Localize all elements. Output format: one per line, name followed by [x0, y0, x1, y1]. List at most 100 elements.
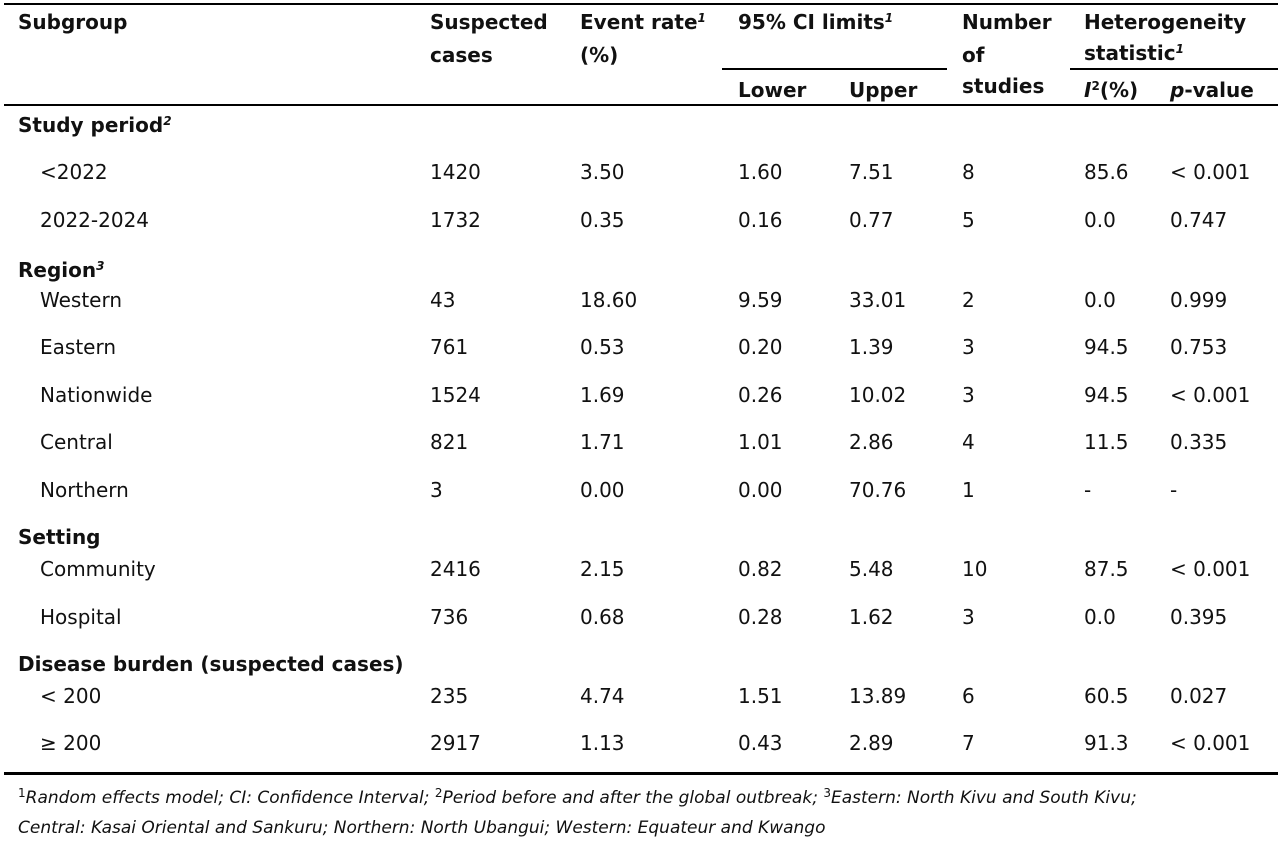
header-number-line3: studies [962, 74, 1045, 98]
studies-count-cell: 4 [962, 430, 975, 454]
suspected-cases-cell: 821 [430, 430, 469, 454]
event-rate-cell: 1.71 [580, 430, 625, 454]
event-rate-cell: 1.13 [580, 731, 625, 755]
row-label: Western [40, 288, 123, 312]
p-value-cell: 0.999 [1170, 288, 1228, 312]
p-value-cell: < 0.001 [1170, 557, 1251, 581]
group-heading: Region3 [18, 258, 105, 282]
het-group-rule [1070, 68, 1278, 70]
event-rate-cell: 3.50 [580, 160, 625, 184]
ci-lower-cell: 0.82 [738, 557, 783, 581]
p-value-cell: < 0.001 [1170, 383, 1251, 407]
table-bottom-rule [4, 772, 1278, 775]
top-rule [4, 3, 1278, 5]
ci-lower-cell: 0.00 [738, 478, 783, 502]
i2-cell: 94.5 [1084, 335, 1129, 359]
header-subgroup: Subgroup [18, 10, 128, 34]
ci-upper-cell: 10.02 [849, 383, 907, 407]
ci-lower-cell: 1.60 [738, 160, 783, 184]
footnote-line1: 1Random effects model; CI: Confidence In… [18, 786, 1137, 808]
event-rate-cell: 18.60 [580, 288, 638, 312]
i2-cell: 85.6 [1084, 160, 1129, 184]
row-label: Hospital [40, 605, 122, 629]
i2-cell: 11.5 [1084, 430, 1129, 454]
i2-cell: 87.5 [1084, 557, 1129, 581]
studies-count-cell: 6 [962, 684, 975, 708]
studies-count-cell: 2 [962, 288, 975, 312]
ci-group-rule [722, 68, 947, 70]
i2-cell: 60.5 [1084, 684, 1129, 708]
row-label: Northern [40, 478, 129, 502]
p-value-cell: < 0.001 [1170, 160, 1251, 184]
group-heading: Disease burden (suspected cases) [18, 652, 404, 676]
header-suspected-line1: Suspected [430, 10, 548, 34]
i2-cell: 94.5 [1084, 383, 1129, 407]
suspected-cases-cell: 736 [430, 605, 469, 629]
ci-upper-cell: 33.01 [849, 288, 907, 312]
event-rate-cell: 0.35 [580, 208, 625, 232]
studies-count-cell: 8 [962, 160, 975, 184]
ci-lower-cell: 0.28 [738, 605, 783, 629]
ci-upper-cell: 1.39 [849, 335, 894, 359]
row-label: Community [40, 557, 156, 581]
row-label: Central [40, 430, 113, 454]
ci-upper-cell: 2.86 [849, 430, 894, 454]
p-value-cell: < 0.001 [1170, 731, 1251, 755]
p-value-cell: - [1170, 478, 1178, 502]
header-p-value: p-value [1170, 78, 1254, 102]
row-label: Eastern [40, 335, 117, 359]
header-upper: Upper [849, 78, 918, 102]
header-heterogeneity-line1: Heterogeneity [1084, 10, 1247, 34]
header-bottom-rule [4, 104, 1278, 106]
p-value-cell: 0.335 [1170, 430, 1228, 454]
studies-count-cell: 1 [962, 478, 975, 502]
ci-lower-cell: 9.59 [738, 288, 783, 312]
studies-count-cell: 3 [962, 335, 975, 359]
event-rate-cell: 2.15 [580, 557, 625, 581]
header-ci-limits: 95% CI limits1 [738, 10, 894, 34]
i2-cell: 0.0 [1084, 605, 1116, 629]
header-heterogeneity-sup: 1 [1175, 42, 1184, 56]
row-label: <2022 [40, 160, 108, 184]
header-lower: Lower [738, 78, 807, 102]
p-value-cell: 0.747 [1170, 208, 1228, 232]
header-event-rate-line2: (%) [580, 43, 619, 67]
suspected-cases-cell: 1732 [430, 208, 481, 232]
ci-upper-cell: 1.62 [849, 605, 894, 629]
footnote-line2: Central: Kasai Oriental and Sankuru; Nor… [18, 818, 826, 838]
ci-lower-cell: 0.20 [738, 335, 783, 359]
studies-count-cell: 3 [962, 605, 975, 629]
ci-lower-cell: 0.26 [738, 383, 783, 407]
row-label: Nationwide [40, 383, 153, 407]
ci-lower-cell: 0.16 [738, 208, 783, 232]
ci-upper-cell: 7.51 [849, 160, 894, 184]
header-number-line2: of [962, 43, 985, 67]
header-event-rate-line1: Event rate1 [580, 10, 706, 34]
suspected-cases-cell: 43 [430, 288, 456, 312]
studies-count-cell: 10 [962, 557, 988, 581]
suspected-cases-cell: 235 [430, 684, 469, 708]
i2-cell: - [1084, 478, 1092, 502]
suspected-cases-cell: 2917 [430, 731, 481, 755]
p-value-cell: 0.395 [1170, 605, 1228, 629]
ci-upper-cell: 2.89 [849, 731, 894, 755]
p-value-cell: 0.027 [1170, 684, 1228, 708]
suspected-cases-cell: 1524 [430, 383, 481, 407]
i2-cell: 0.0 [1084, 208, 1116, 232]
event-rate-cell: 0.68 [580, 605, 625, 629]
i2-cell: 91.3 [1084, 731, 1129, 755]
suspected-cases-cell: 761 [430, 335, 469, 359]
ci-upper-cell: 0.77 [849, 208, 894, 232]
i2-cell: 0.0 [1084, 288, 1116, 312]
header-number-line1: Number [962, 10, 1052, 34]
header-i2: I2(%) [1084, 78, 1139, 102]
group-heading: Study period2 [18, 113, 172, 137]
studies-count-cell: 5 [962, 208, 975, 232]
event-rate-cell: 1.69 [580, 383, 625, 407]
header-suspected-line2: cases [430, 43, 493, 67]
ci-lower-cell: 1.01 [738, 430, 783, 454]
p-value-cell: 0.753 [1170, 335, 1228, 359]
suspected-cases-cell: 3 [430, 478, 443, 502]
suspected-cases-cell: 1420 [430, 160, 481, 184]
ci-lower-cell: 0.43 [738, 731, 783, 755]
